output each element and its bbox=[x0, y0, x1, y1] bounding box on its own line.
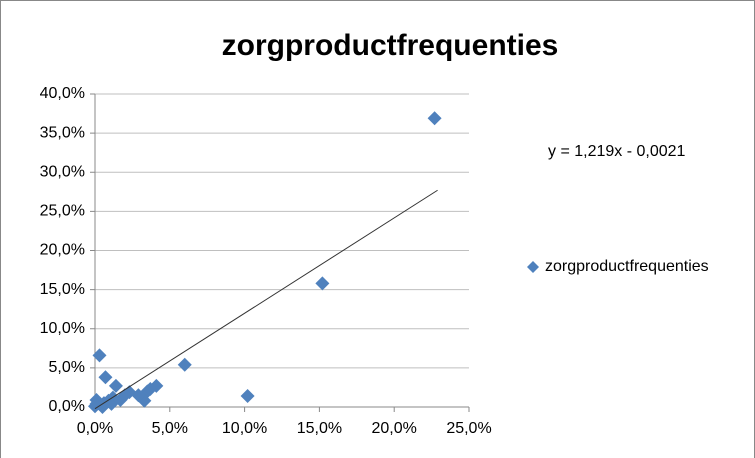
y-tick-label: 25,0% bbox=[40, 203, 85, 220]
x-tick-label: 10,0% bbox=[222, 420, 267, 437]
legend-marker bbox=[527, 261, 539, 273]
y-tick-label: 5,0% bbox=[49, 359, 85, 376]
y-tick-label: 10,0% bbox=[40, 320, 85, 337]
y-tick-label: 30,0% bbox=[40, 163, 85, 180]
x-tick-label: 0,0% bbox=[77, 420, 113, 437]
x-tick-label: 5,0% bbox=[152, 420, 188, 437]
trendline bbox=[94, 189, 438, 410]
point bbox=[240, 389, 255, 404]
y-tick-label: 35,0% bbox=[40, 124, 85, 141]
point bbox=[315, 276, 330, 291]
x-tick-label: 25,0% bbox=[446, 420, 491, 437]
point bbox=[427, 111, 442, 126]
y-tick-label: 15,0% bbox=[40, 281, 85, 298]
point bbox=[177, 357, 192, 372]
y-tick-label: 20,0% bbox=[40, 242, 85, 259]
y-tick-label: 40,0% bbox=[40, 85, 85, 102]
y-tick-label: 0,0% bbox=[49, 398, 85, 415]
point bbox=[131, 388, 146, 403]
chart-title: zorgproductfrequenties bbox=[222, 29, 559, 62]
x-tick-label: 15,0% bbox=[297, 420, 342, 437]
point bbox=[92, 348, 107, 363]
trendline-equation: y = 1,219x - 0,0021 bbox=[548, 143, 686, 160]
x-tick-label: 20,0% bbox=[372, 420, 417, 437]
point bbox=[113, 392, 128, 407]
point bbox=[98, 370, 113, 385]
point bbox=[108, 378, 123, 393]
legend-label: zorgproductfrequenties bbox=[545, 258, 709, 275]
point bbox=[143, 382, 158, 397]
